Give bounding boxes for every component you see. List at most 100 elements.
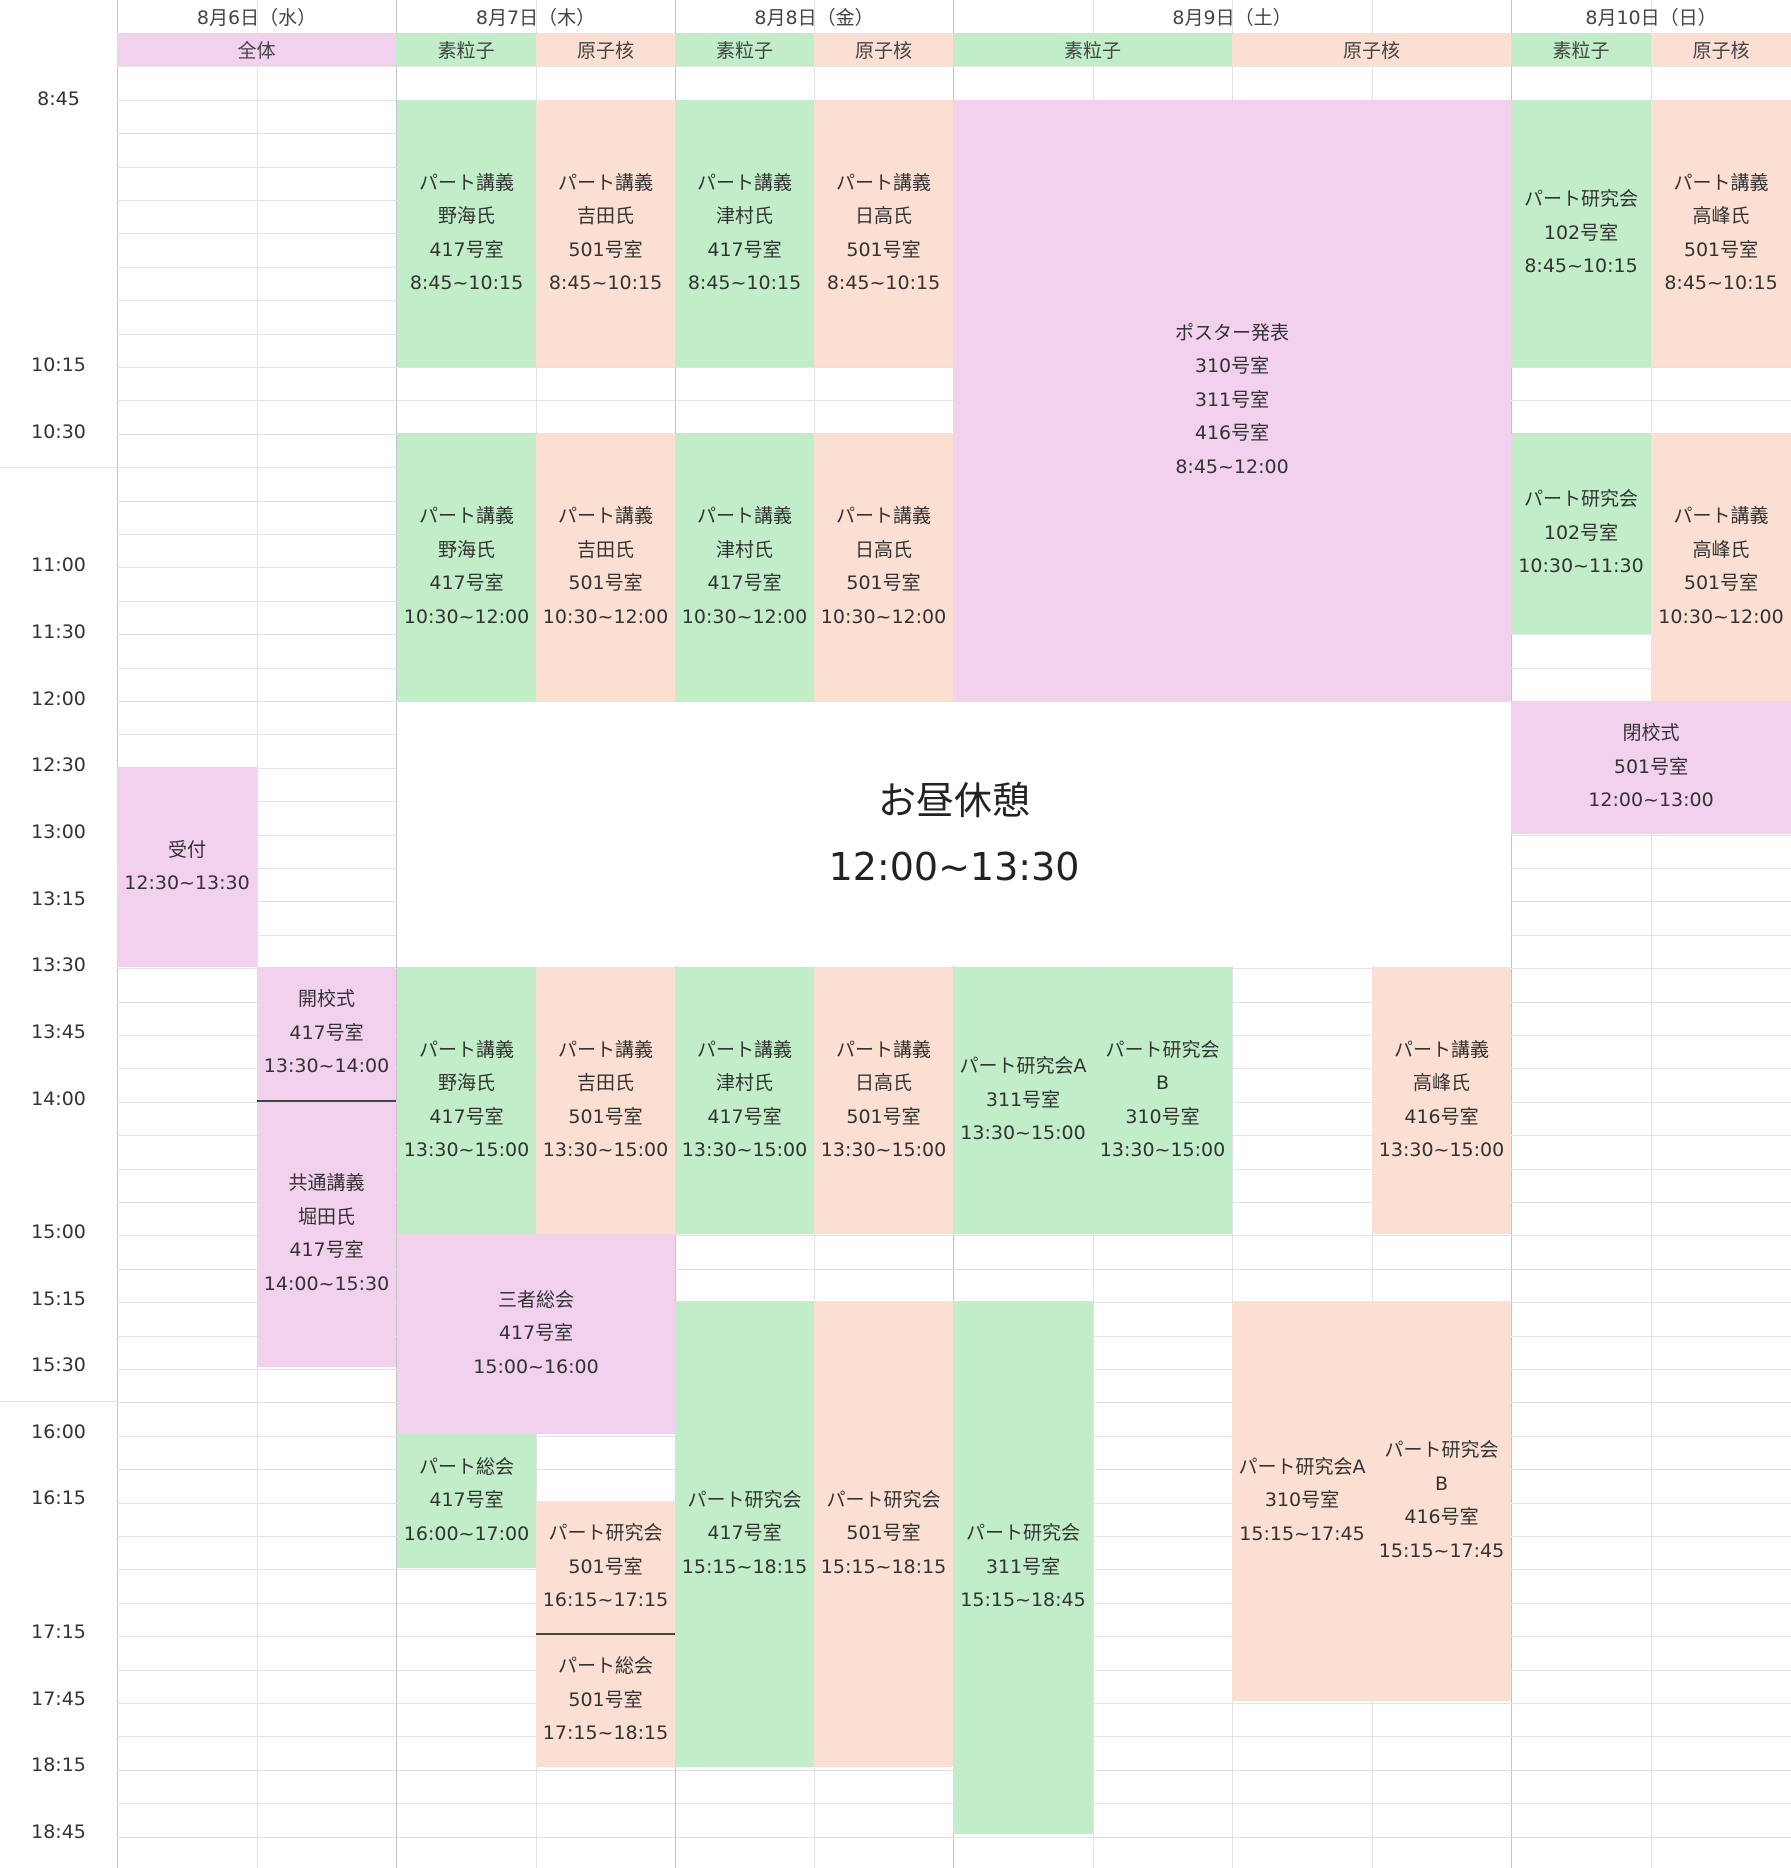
event-line: B xyxy=(1155,1072,1170,1094)
event-line: 日高氏 xyxy=(854,538,912,561)
event-lecture: パート講義 吉田氏 501号室 13:30~15:00 xyxy=(536,967,675,1234)
time-label: 13:45 xyxy=(31,1021,86,1043)
event-line: パート研究会 xyxy=(1523,188,1638,211)
time-label: 16:15 xyxy=(31,1487,86,1509)
event-line: パート講義 xyxy=(696,1038,792,1061)
event-line: 501号室 xyxy=(846,1522,921,1545)
event-line: パート講義 xyxy=(835,171,931,194)
event-line: パート講義 xyxy=(557,505,653,527)
grid-vline xyxy=(1511,0,1512,1868)
event-line: パート講義 xyxy=(1393,1038,1489,1061)
event-line: パート講義 xyxy=(696,171,792,194)
event-study-group: パート研究会 501号室 16:15~17:15 xyxy=(536,1501,675,1634)
group-header-particle: 素粒子 xyxy=(396,33,536,66)
lunch-time: 12:00~13:30 xyxy=(828,845,1080,889)
event-line: パート講義 xyxy=(418,505,514,527)
event-study-group: パート研究会 102号室 10:30~11:30 xyxy=(1511,433,1651,634)
event-line: 501号室 xyxy=(568,1688,643,1711)
event-line: B xyxy=(1434,1472,1449,1495)
event-line: 10:30~12:00 xyxy=(820,605,947,628)
event-line: 310号室 xyxy=(1125,1105,1200,1128)
event-line: パート総会 xyxy=(418,1455,514,1478)
event-line: 417号室 xyxy=(289,1021,364,1044)
event-lecture: パート講義 日高氏 501号室 8:45~10:15 xyxy=(814,100,953,367)
time-label: 10:30 xyxy=(31,421,86,443)
event-line: 13:30~15:00 xyxy=(1099,1139,1226,1161)
day-header-aug6: 8月6日（水） xyxy=(196,7,317,29)
event-common-lecture: 共通講義 堀田氏 417号室 14:00~15:30 xyxy=(257,1101,396,1367)
event-line: 417号室 xyxy=(429,1489,504,1512)
event-joint-assembly: 三者総会 417号室 15:00~16:00 xyxy=(397,1234,675,1434)
event-study-group: パート研究会 102号室 8:45~10:15 xyxy=(1511,100,1651,367)
event-line: 津村氏 xyxy=(715,538,773,561)
time-label: 11:30 xyxy=(31,621,86,643)
event-line: 416号室 xyxy=(1404,1506,1479,1528)
event-line: パート研究会 xyxy=(548,1522,663,1545)
event-line: 501号室 xyxy=(846,1105,921,1128)
event-line: パート研究会 xyxy=(965,1522,1080,1545)
group-header-nuclear: 原子核 xyxy=(1651,33,1791,66)
grid-hline xyxy=(117,1235,1791,1236)
event-line: 501号室 xyxy=(1683,238,1759,261)
event-line: 12:30~13:30 xyxy=(124,872,250,894)
event-line: パート講義 xyxy=(835,1038,931,1061)
event-line: 閉校式 xyxy=(1622,722,1680,745)
grid-vline xyxy=(396,0,397,1868)
time-divider xyxy=(0,467,117,468)
event-line: 15:00~16:00 xyxy=(473,1355,599,1378)
event-line: 日高氏 xyxy=(854,205,912,227)
time-label: 15:30 xyxy=(31,1354,86,1376)
event-study-group: パート研究会 501号室 15:15~18:15 xyxy=(814,1301,953,1767)
event-line: 417号室 xyxy=(498,1322,574,1345)
event-line: 15:15~18:45 xyxy=(960,1589,1086,1612)
time-label: 13:30 xyxy=(31,954,86,976)
event-line: 417号室 xyxy=(429,238,504,261)
event-line: 501号室 xyxy=(1613,755,1689,778)
grid-hline xyxy=(117,66,1791,67)
event-line: 10:30~12:00 xyxy=(681,605,808,628)
grid-vline xyxy=(1651,0,1652,1868)
event-line: 16:00~17:00 xyxy=(403,1522,530,1545)
event-line: 10:30~12:00 xyxy=(403,605,530,628)
event-line: 16:15~17:15 xyxy=(542,1589,669,1612)
event-line: 野海氏 xyxy=(437,1072,495,1094)
group-header-particle: 素粒子 xyxy=(953,33,1232,66)
day-header-aug7: 8月7日（木） xyxy=(475,7,596,29)
event-lecture: パート講義 日高氏 501号室 13:30~15:00 xyxy=(814,967,953,1234)
time-label: 18:15 xyxy=(31,1754,86,1776)
event-line: 10:30~11:30 xyxy=(1518,555,1644,578)
event-line: 8:45~10:15 xyxy=(1524,255,1638,278)
event-study-group: パート研究会A 310号室 15:15~17:45 xyxy=(1232,1301,1372,1701)
time-label: 15:00 xyxy=(31,1221,86,1243)
event-lecture: パート講義 野海氏 417号室 8:45~10:15 xyxy=(397,100,536,367)
event-line: 417号室 xyxy=(707,1105,782,1128)
event-line: 吉田氏 xyxy=(576,538,634,561)
grid-vline xyxy=(257,0,258,1868)
group-header-particle: 素粒子 xyxy=(1511,33,1651,66)
event-line: 8:45~12:00 xyxy=(1175,455,1289,478)
lunch-title: お昼休憩 xyxy=(877,779,1030,823)
time-label: 13:15 xyxy=(31,888,86,910)
event-reception: 受付 12:30~13:30 xyxy=(117,767,257,967)
event-line: 13:30~15:00 xyxy=(542,1139,669,1161)
event-line: 日高氏 xyxy=(854,1072,912,1094)
event-line: 417号室 xyxy=(707,238,782,261)
event-line: 501号室 xyxy=(568,572,643,594)
event-lecture: パート講義 高峰氏 501号室 8:45~10:15 xyxy=(1651,100,1791,367)
event-line: パート講義 xyxy=(835,505,931,527)
event-line: パート研究会A xyxy=(959,1055,1087,1078)
group-header-nuclear: 原子核 xyxy=(1232,33,1511,66)
block-separator xyxy=(257,1100,396,1102)
event-line: 13:30~15:00 xyxy=(960,1122,1086,1145)
event-line: 8:45~10:15 xyxy=(826,272,941,294)
event-line: 15:15~17:45 xyxy=(1378,1539,1505,1562)
day-header-aug9: 8月9日（土） xyxy=(1172,7,1292,29)
event-line: 12:00~13:00 xyxy=(1588,789,1714,812)
time-label: 14:00 xyxy=(31,1088,86,1110)
lunch-break: お昼休憩 12:00~13:30 xyxy=(397,702,1511,966)
time-label: 10:15 xyxy=(31,354,86,376)
event-lecture: パート講義 津村氏 417号室 8:45~10:15 xyxy=(675,100,814,367)
group-header-nuclear: 原子核 xyxy=(814,33,953,66)
time-label: 16:00 xyxy=(31,1421,86,1443)
event-line: パート研究会 xyxy=(1523,488,1638,511)
